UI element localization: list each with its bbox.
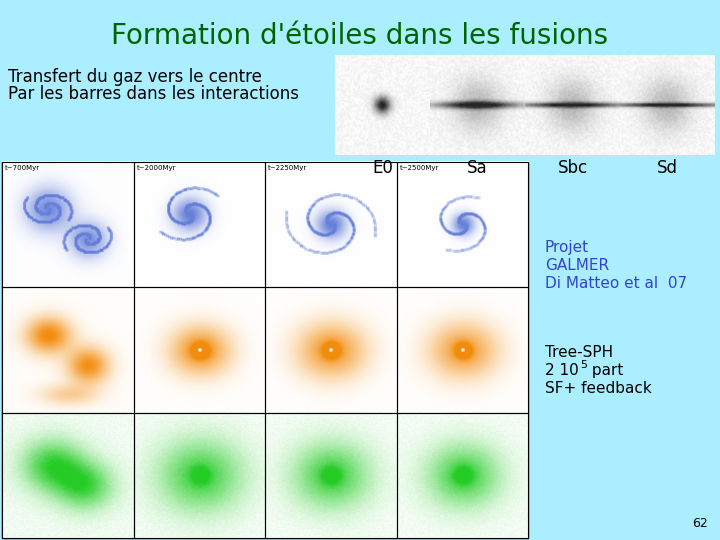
Bar (133, 413, 265, 538)
Bar (397, 287, 528, 413)
Text: t~2250Myr: t~2250Myr (268, 165, 307, 171)
Bar (397, 413, 528, 538)
Bar (133, 287, 265, 413)
Bar (397, 162, 528, 287)
Text: 62: 62 (692, 517, 708, 530)
Text: Par les barres dans les interactions: Par les barres dans les interactions (8, 85, 299, 103)
Bar (397, 162, 528, 287)
Text: t~700Myr: t~700Myr (5, 165, 40, 171)
Text: Di Matteo et al  07: Di Matteo et al 07 (545, 276, 687, 291)
Bar (397, 413, 528, 538)
Text: t~2000Myr: t~2000Myr (137, 165, 176, 171)
Bar (2, 162, 133, 287)
Text: Projet: Projet (545, 240, 589, 255)
Bar (2, 287, 133, 413)
Text: t~2500Myr: t~2500Myr (400, 165, 439, 171)
Bar (133, 287, 265, 413)
Bar (133, 413, 265, 538)
Text: SF+ feedback: SF+ feedback (545, 381, 652, 396)
Bar (133, 162, 265, 287)
Text: Sa: Sa (467, 159, 488, 177)
Bar (265, 413, 397, 538)
Bar (397, 287, 528, 413)
Text: Tree-SPH: Tree-SPH (545, 345, 613, 360)
Text: Sd: Sd (657, 159, 678, 177)
Text: Transfert du gaz vers le centre: Transfert du gaz vers le centre (8, 68, 262, 86)
Text: E0: E0 (372, 159, 393, 177)
Bar (265, 162, 397, 287)
Text: Formation d'étoiles dans les fusions: Formation d'étoiles dans les fusions (112, 22, 608, 50)
Bar (265, 413, 397, 538)
Text: part: part (587, 363, 624, 378)
Bar (265, 287, 397, 413)
Text: GALMER: GALMER (545, 258, 609, 273)
Text: Sbc: Sbc (557, 159, 588, 177)
Bar (2, 413, 133, 538)
Bar (265, 162, 397, 287)
Bar (335, 55, 715, 155)
Bar (2, 162, 133, 287)
Bar (2, 413, 133, 538)
Text: 2 10: 2 10 (545, 363, 579, 378)
Text: 5: 5 (580, 360, 587, 370)
Bar (133, 162, 265, 287)
Bar (265, 287, 397, 413)
Bar (2, 287, 133, 413)
